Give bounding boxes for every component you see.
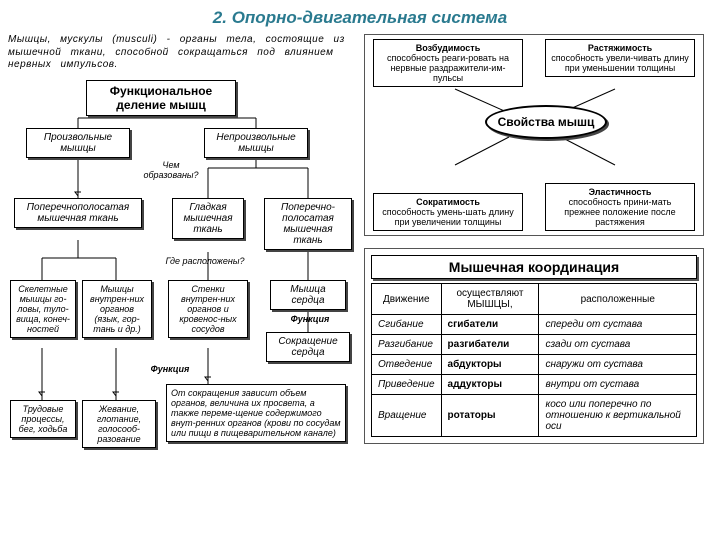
props-center: Свойства мышц <box>485 105 607 139</box>
prop-elasticity: Эластичность способность прини-мать преж… <box>545 183 695 231</box>
cell-muscle: абдукторы <box>441 355 539 375</box>
coord-title: Мышечная координация <box>371 255 697 279</box>
table-row: Сгибаниесгибателиспереди от сустава <box>372 315 697 335</box>
label-function-main: Функция <box>140 364 200 374</box>
col-location: расположенные <box>539 284 697 315</box>
table-row: Приведениеаддукторывнутри от сустава <box>372 375 697 395</box>
cell-location: спереди от сустава <box>539 315 697 335</box>
label-function-heart: Функция <box>280 314 340 324</box>
node-inner-organs: Мышцы внутрен-них органов (язык, гор-тан… <box>82 280 152 338</box>
main-layout: Мышцы, мускулы (musculi) - органы тела, … <box>8 34 712 524</box>
prop-extensibility-title: Растяжимость <box>550 43 690 53</box>
cell-movement: Разгибание <box>372 335 442 355</box>
intro-text: Мышцы, мускулы (musculi) - органы тела, … <box>8 34 354 72</box>
cell-movement: Приведение <box>372 375 442 395</box>
prop-extensibility: Растяжимость способность увели-чивать дл… <box>545 39 695 77</box>
cell-movement: Отведение <box>372 355 442 375</box>
cell-muscle: аддукторы <box>441 375 539 395</box>
prop-excitability: Возбудимость способность реаги-ровать на… <box>373 39 523 87</box>
prop-elasticity-title: Эластичность <box>550 187 690 197</box>
cell-location: сзади от сустава <box>539 335 697 355</box>
cell-location: снаружи от сустава <box>539 355 697 375</box>
prop-excitability-text: способность реаги-ровать на нервные разд… <box>378 53 518 83</box>
cell-location: внутри от сустава <box>539 375 697 395</box>
right-column: Возбудимость способность реаги-ровать на… <box>364 34 704 524</box>
cell-muscle: разгибатели <box>441 335 539 355</box>
col-muscles: осуществляют МЫШЦЫ, <box>441 284 539 315</box>
prop-contractility-title: Сократимость <box>378 197 518 207</box>
prop-extensibility-text: способность увели-чивать длину при умень… <box>550 53 690 73</box>
prop-elasticity-text: способность прини-мать прежнее положение… <box>550 197 690 227</box>
node-heart-contraction: Сокращение сердца <box>266 332 350 362</box>
cell-muscle: сгибатели <box>441 315 539 335</box>
cell-muscle: ротаторы <box>441 395 539 437</box>
prop-contractility: Сократимость способность умень-шать длин… <box>373 193 523 231</box>
node-striated2: Поперечно-полосатая мышечная ткань <box>264 198 352 250</box>
node-chew: Жевание, глотание, голосооб-разование <box>82 400 156 448</box>
table-header-row: Движение осуществляют МЫШЦЫ, расположенн… <box>372 284 697 315</box>
node-skeletal: Скелетные мышцы го-ловы, туло-вища, коне… <box>10 280 76 338</box>
table-row: Отведениеабдукторыснаружи от сустава <box>372 355 697 375</box>
label-where: Где расположены? <box>162 256 248 266</box>
muscle-coordination: Мышечная координация Движение осуществля… <box>364 248 704 444</box>
page-title: 2. Опорно-двигательная система <box>8 8 712 28</box>
node-smooth: Гладкая мышечная ткань <box>172 198 244 239</box>
node-root: Функциональное деление мышц <box>86 80 236 116</box>
node-contract-dep: От сокращения зависит объем органов, вел… <box>166 384 346 442</box>
cell-movement: Вращение <box>372 395 442 437</box>
label-formed-by: Чем образованы? <box>136 160 206 180</box>
node-walls: Стенки внутрен-них органов и кровенос-ны… <box>168 280 248 338</box>
node-labor: Трудовые процессы, бег, ходьба <box>10 400 76 438</box>
node-heart: Мышца сердца <box>270 280 346 310</box>
col-movement: Движение <box>372 284 442 315</box>
table-row: Разгибаниеразгибателисзади от сустава <box>372 335 697 355</box>
diagram-muscle-properties: Возбудимость способность реаги-ровать на… <box>364 34 704 236</box>
cell-location: косо или поперечно по отношению к вертик… <box>539 395 697 437</box>
prop-contractility-text: способность умень-шать длину при увеличе… <box>378 207 518 227</box>
node-striated: Поперечнополосатая мышечная ткань <box>14 198 142 228</box>
flowchart-functional-division: Мышцы, мускулы (musculi) - органы тела, … <box>8 34 354 524</box>
node-voluntary: Произвольные мышцы <box>26 128 130 158</box>
prop-excitability-title: Возбудимость <box>378 43 518 53</box>
cell-movement: Сгибание <box>372 315 442 335</box>
node-involuntary: Непроизвольные мышцы <box>204 128 308 158</box>
table-row: Вращениеротаторыкосо или поперечно по от… <box>372 395 697 437</box>
coord-table: Движение осуществляют МЫШЦЫ, расположенн… <box>371 283 697 437</box>
